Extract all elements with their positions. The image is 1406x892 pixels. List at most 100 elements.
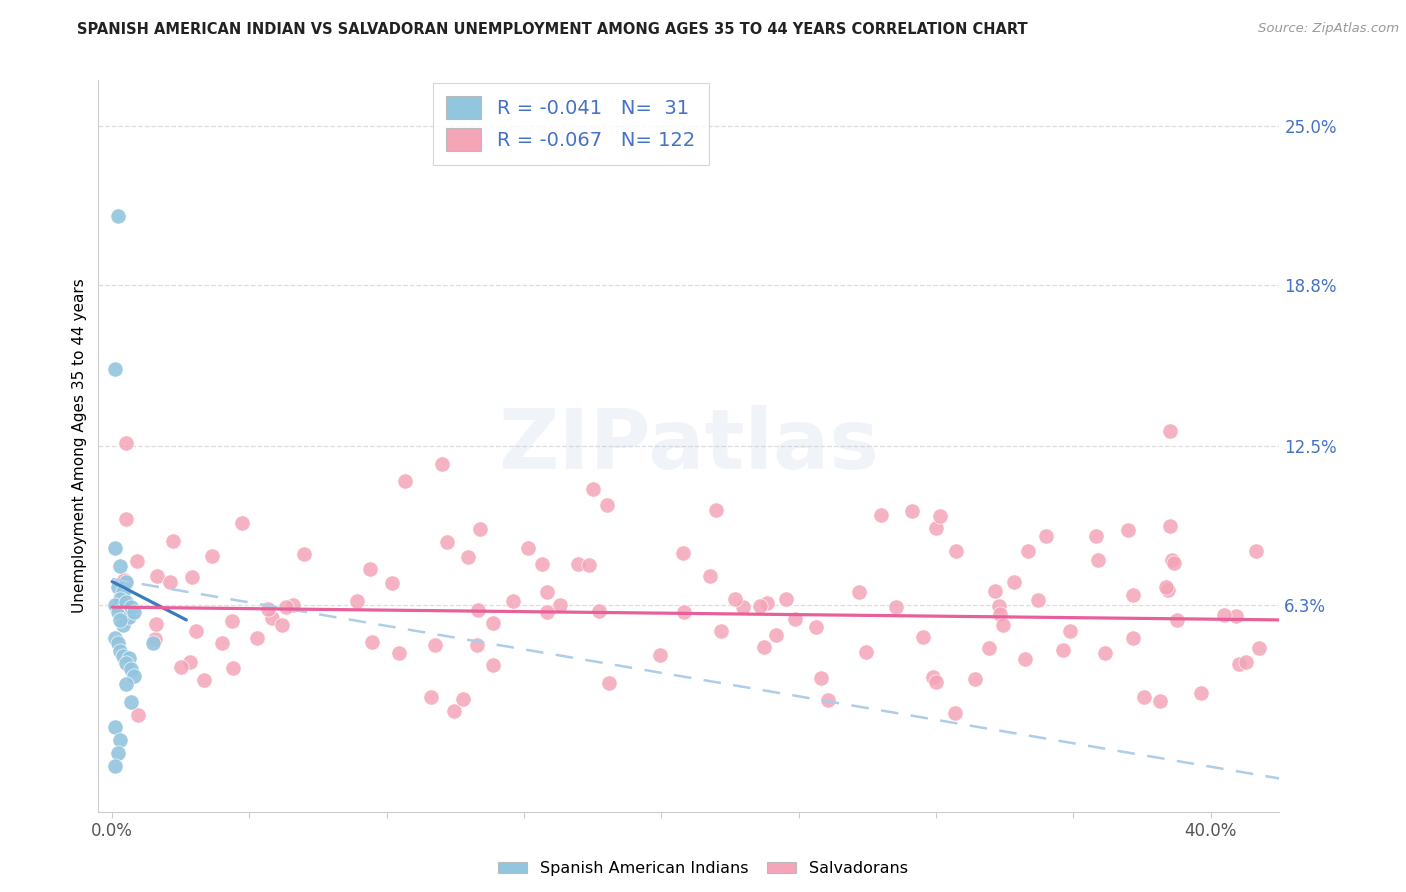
- Point: [706, 503, 728, 517]
- Point: [1189, 686, 1212, 700]
- Point: [1166, 614, 1188, 628]
- Point: [943, 706, 966, 721]
- Point: [257, 601, 280, 615]
- Point: [193, 673, 215, 688]
- Point: [755, 597, 778, 611]
- Point: [1159, 519, 1181, 533]
- Point: [186, 624, 208, 638]
- Point: [1227, 657, 1250, 671]
- Point: [672, 605, 695, 619]
- Point: [110, 733, 132, 747]
- Point: [710, 624, 733, 638]
- Point: [912, 630, 935, 644]
- Point: [1087, 553, 1109, 567]
- Point: [246, 632, 269, 646]
- Point: [1163, 556, 1185, 570]
- Point: [648, 648, 671, 663]
- Text: SPANISH AMERICAN INDIAN VS SALVADORAN UNEMPLOYMENT AMONG AGES 35 TO 44 YEARS COR: SPANISH AMERICAN INDIAN VS SALVADORAN UN…: [77, 22, 1028, 37]
- Point: [1026, 593, 1049, 607]
- Point: [1234, 655, 1257, 669]
- Point: [1014, 652, 1036, 666]
- Point: [870, 508, 893, 522]
- Point: [388, 647, 411, 661]
- Point: [921, 670, 943, 684]
- Point: [112, 584, 135, 599]
- Point: [468, 522, 491, 536]
- Point: [107, 209, 129, 223]
- Point: [672, 546, 695, 560]
- Point: [104, 720, 127, 734]
- Point: [110, 559, 132, 574]
- Point: [517, 541, 540, 556]
- Point: [987, 599, 1010, 613]
- Point: [536, 605, 558, 619]
- Point: [114, 512, 136, 526]
- Point: [988, 607, 1011, 622]
- Point: [1085, 529, 1108, 543]
- Point: [180, 569, 202, 583]
- Point: [211, 636, 233, 650]
- Point: [1159, 424, 1181, 438]
- Point: [276, 599, 298, 614]
- Point: [127, 707, 149, 722]
- Point: [749, 599, 772, 614]
- Point: [430, 457, 453, 471]
- Point: [110, 592, 132, 607]
- Point: [1225, 608, 1247, 623]
- Point: [1249, 641, 1271, 656]
- Point: [104, 631, 127, 645]
- Point: [925, 521, 948, 535]
- Point: [107, 746, 129, 760]
- Point: [983, 583, 1005, 598]
- Point: [115, 595, 138, 609]
- Point: [578, 558, 600, 572]
- Point: [1118, 524, 1140, 538]
- Y-axis label: Unemployment Among Ages 35 to 44 years: Unemployment Among Ages 35 to 44 years: [72, 278, 87, 614]
- Point: [783, 612, 806, 626]
- Point: [806, 620, 828, 634]
- Point: [142, 636, 165, 650]
- Point: [752, 640, 775, 654]
- Point: [1244, 544, 1267, 558]
- Point: [699, 568, 721, 582]
- Point: [963, 672, 986, 686]
- Point: [482, 658, 505, 673]
- Point: [548, 598, 571, 612]
- Point: [117, 610, 139, 624]
- Point: [120, 661, 142, 675]
- Point: [1122, 588, 1144, 602]
- Point: [1035, 528, 1057, 542]
- Point: [1052, 642, 1074, 657]
- Point: [425, 638, 447, 652]
- Point: [1094, 646, 1116, 660]
- Point: [1122, 632, 1144, 646]
- Point: [104, 758, 127, 772]
- Point: [107, 636, 129, 650]
- Point: [1161, 553, 1184, 567]
- Point: [115, 574, 138, 589]
- Point: [112, 618, 135, 632]
- Legend: R = -0.041   N=  31, R = -0.067   N= 122: R = -0.041 N= 31, R = -0.067 N= 122: [433, 83, 709, 164]
- Point: [451, 691, 474, 706]
- Point: [855, 645, 877, 659]
- Point: [104, 598, 127, 612]
- Point: [993, 617, 1015, 632]
- Point: [595, 498, 617, 512]
- Point: [104, 362, 127, 376]
- Point: [929, 509, 952, 524]
- Point: [112, 573, 135, 587]
- Point: [443, 705, 465, 719]
- Point: [977, 641, 1000, 656]
- Point: [582, 483, 605, 497]
- Point: [817, 693, 839, 707]
- Point: [281, 599, 304, 613]
- Point: [1017, 544, 1039, 558]
- Point: [115, 657, 138, 671]
- Point: [231, 516, 253, 531]
- Text: ZIPatlas: ZIPatlas: [499, 406, 879, 486]
- Point: [482, 616, 505, 631]
- Point: [122, 605, 145, 619]
- Point: [146, 569, 169, 583]
- Point: [1157, 583, 1180, 598]
- Point: [221, 615, 243, 629]
